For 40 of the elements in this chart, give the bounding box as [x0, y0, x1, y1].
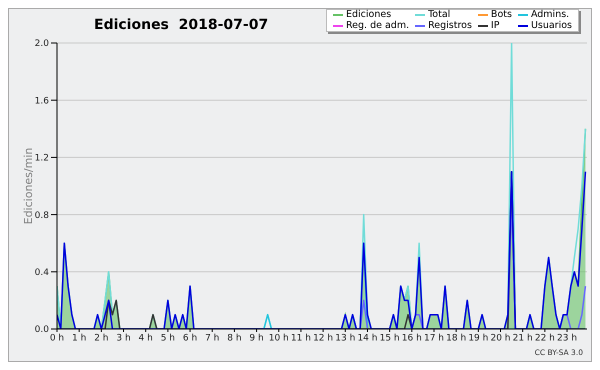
legend-label: Bots — [490, 9, 512, 20]
legend-label: IP — [490, 20, 500, 31]
x-tick-label: 17 h — [424, 333, 444, 344]
legend-label: Ediciones — [344, 9, 392, 20]
x-tick-label: 23 h — [557, 333, 578, 344]
x-tick-label: 9 h — [249, 333, 264, 344]
x-tick-label: 16 h — [402, 333, 422, 344]
x-tick-label: 5 h — [160, 333, 176, 344]
x-tick-label: 15 h — [380, 333, 400, 344]
y-tick-label: 1.2 — [34, 154, 49, 164]
y-tick-label: 1.6 — [34, 96, 50, 106]
x-tick-label: 20 h — [490, 333, 511, 344]
x-tick-label: 8 h — [227, 333, 242, 344]
x-tick-label: 14 h — [357, 333, 378, 344]
y-tick-label: 0.8 — [34, 210, 50, 221]
x-tick-label: 7 h — [205, 333, 220, 344]
x-tick-label: 10 h — [268, 333, 289, 344]
y-axis-title: Ediciones/min — [22, 148, 35, 224]
legend-label: Usuarios — [530, 20, 572, 31]
x-tick-label: 22 h — [534, 333, 555, 344]
x-tick-label: 11 h — [290, 333, 311, 344]
x-tick-label: 13 h — [335, 333, 356, 344]
x-tick-label: 19 h — [468, 333, 488, 344]
legend-label: Reg. de adm. — [344, 20, 410, 31]
x-tick-label: 0 h — [50, 333, 64, 344]
x-tick-label: 21 h — [512, 333, 533, 344]
x-tick-label: 6 h — [182, 333, 198, 344]
legend-label: Admins. — [530, 9, 570, 20]
legend-label: Registros — [427, 20, 472, 31]
x-tick-label: 18 h — [446, 333, 466, 344]
chart-title: Ediciones 2018-07-07 — [94, 17, 268, 33]
legend-label: Total — [427, 9, 452, 20]
x-tick-label: 3 h — [116, 333, 131, 344]
x-tick-label: 1 h — [72, 333, 86, 344]
x-tick-label: 2 h — [94, 333, 108, 344]
y-tick-label: 0.4 — [34, 268, 50, 278]
y-tick-label: 2.0 — [34, 39, 50, 50]
x-tick-label: 12 h — [313, 333, 334, 344]
x-tick-label: 4 h — [138, 333, 153, 344]
y-tick-label: 0.0 — [34, 325, 50, 336]
